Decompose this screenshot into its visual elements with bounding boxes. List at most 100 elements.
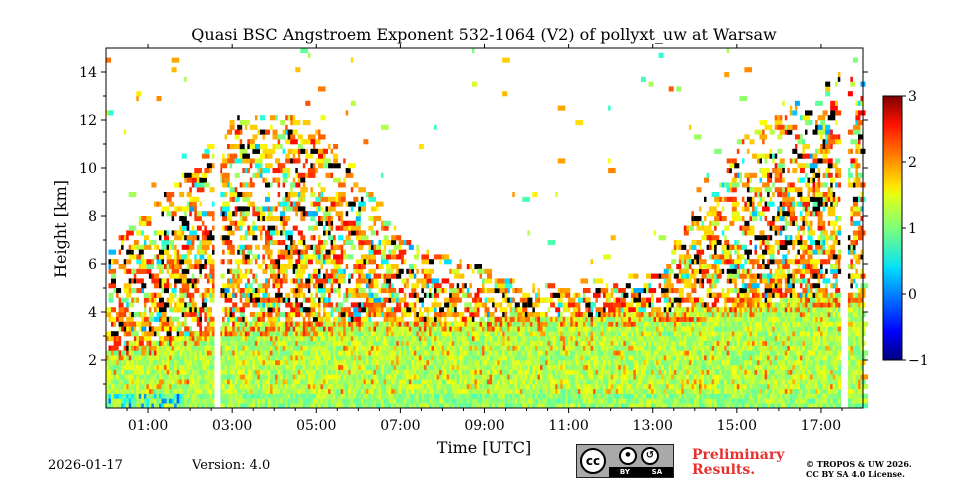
heatmap-cell [290, 316, 293, 322]
heatmap-cell [254, 340, 258, 346]
heatmap-cell [118, 379, 122, 385]
heatmap-cell [176, 388, 180, 394]
heatmap-cell [239, 244, 248, 250]
heatmap-cell [206, 273, 212, 279]
heatmap-cell [310, 384, 313, 390]
heatmap-cell [297, 144, 303, 150]
heatmap-cell [509, 398, 513, 404]
heatmap-cell [191, 177, 200, 183]
heatmap-cell [141, 369, 147, 375]
heatmap-cell [507, 388, 510, 394]
heatmap-cell [343, 360, 346, 366]
heatmap-cell [191, 240, 195, 246]
heatmap-cell [557, 360, 561, 366]
heatmap-cell [143, 316, 149, 322]
heatmap-cell [565, 388, 571, 394]
heatmap-cell [252, 225, 260, 231]
heatmap-cell [360, 340, 364, 346]
heatmap-cell [343, 297, 349, 303]
heatmap-cell [330, 225, 334, 231]
heatmap-cell [434, 254, 442, 260]
heatmap-cell [524, 340, 528, 346]
heatmap-cell [451, 345, 455, 351]
heatmap-cell [386, 336, 389, 342]
heatmap-cell [542, 360, 548, 366]
heatmap-cell [206, 403, 212, 409]
heatmap-cell [318, 220, 323, 226]
heatmap-cell [542, 374, 548, 380]
heatmap-cell [186, 278, 192, 284]
heatmap-cell [189, 331, 192, 337]
heatmap-cell [335, 316, 339, 322]
heatmap-cell [365, 355, 369, 361]
heatmap-cell [151, 326, 154, 332]
heatmap-cell [254, 244, 260, 250]
heatmap-cell [391, 374, 397, 380]
heatmap-cell [358, 345, 361, 351]
heatmap-cell [504, 369, 508, 375]
heatmap-cell [305, 158, 308, 164]
heatmap-cell [295, 340, 298, 346]
heatmap-cell [487, 403, 490, 409]
heatmap-cell [186, 340, 190, 346]
heatmap-cell [535, 336, 538, 342]
heatmap-cell [572, 326, 576, 332]
heatmap-cell [522, 307, 528, 313]
heatmap-cell [363, 369, 366, 375]
heatmap-cell [222, 360, 225, 366]
heatmap-cell [507, 374, 510, 380]
heatmap-cell [522, 316, 528, 322]
heatmap-cell [514, 302, 520, 308]
heatmap-cell [285, 297, 288, 303]
heatmap-cell [259, 144, 268, 150]
heatmap-cell [529, 326, 533, 332]
heatmap-cell [300, 177, 306, 183]
heatmap-cell [444, 360, 447, 366]
heatmap-cell [136, 345, 139, 351]
heatmap-cell [285, 216, 291, 222]
heatmap-cell [302, 182, 306, 188]
heatmap-cell [350, 225, 359, 231]
heatmap-cell [126, 292, 132, 298]
heatmap-cell [222, 336, 225, 342]
heatmap-cell [247, 345, 250, 351]
heatmap-cell [292, 206, 298, 212]
heatmap-cell [267, 360, 270, 366]
heatmap-cell [545, 374, 548, 380]
heatmap-cell [464, 302, 472, 308]
heatmap-cell [307, 379, 311, 385]
heatmap-cell [411, 398, 414, 404]
heatmap-cell [249, 201, 255, 207]
heatmap-cell [456, 374, 460, 380]
heatmap-cell [252, 148, 260, 154]
heatmap-cell [527, 360, 530, 366]
heatmap-cell [391, 384, 394, 390]
heatmap-cell [186, 302, 195, 308]
heatmap-cell [151, 403, 154, 409]
heatmap-cell [131, 249, 134, 255]
heatmap-cell [302, 249, 306, 255]
heatmap-cell [143, 336, 152, 342]
heatmap-cell [487, 398, 490, 404]
heatmap-cell [466, 292, 472, 298]
heatmap-cell [368, 278, 371, 284]
heatmap-cell [484, 388, 487, 394]
heatmap-cell [128, 254, 137, 260]
heatmap-cell [156, 307, 159, 313]
heatmap-cell [171, 364, 175, 370]
heatmap-cell [338, 321, 341, 327]
heatmap-cell [156, 403, 159, 409]
heatmap-cell [449, 336, 452, 342]
heatmap-cell [350, 350, 354, 356]
heatmap-cell [403, 302, 409, 308]
heatmap-cell [126, 316, 132, 322]
heatmap-cell [171, 288, 177, 294]
heatmap-cell [562, 384, 566, 390]
heatmap-cell [262, 292, 270, 298]
heatmap-cell [421, 364, 424, 370]
heatmap-cell [133, 360, 137, 366]
heatmap-cell [249, 139, 255, 145]
heatmap-cell [169, 240, 175, 246]
heatmap-cell [146, 355, 149, 361]
heatmap-cell [391, 403, 397, 409]
